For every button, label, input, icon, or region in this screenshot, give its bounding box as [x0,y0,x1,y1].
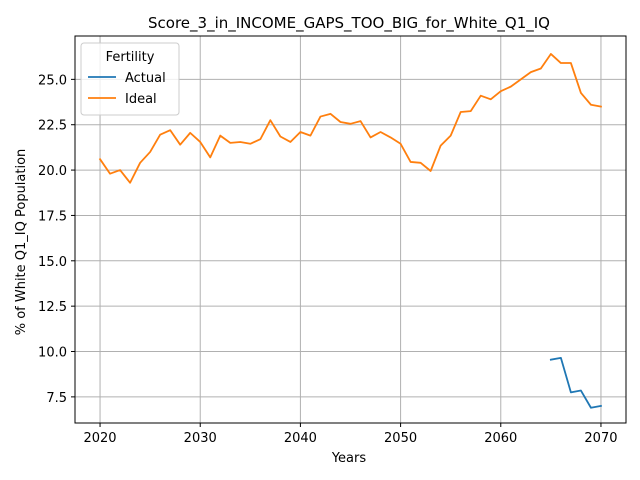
y-tick-label: 7.5 [46,391,67,406]
chart-title: Score_3_in_INCOME_GAPS_TOO_BIG_for_White… [148,14,550,33]
y-tick-label: 20.0 [38,164,67,179]
x-axis-title: Years [331,451,367,466]
y-tick-label: 17.5 [38,209,67,224]
x-tick-label: 2040 [284,431,317,446]
plot-area-frame [74,35,627,424]
grid-lines [75,36,626,423]
series-line-ideal [98,53,602,184]
x-tick-label: 2050 [384,431,417,446]
x-tick-label: 2020 [83,431,116,446]
series-line-actual [549,356,602,409]
legend-label-actual: Actual [125,71,166,86]
legend-label-ideal: Ideal [125,92,157,107]
x-axis: 2020 2030 2040 2050 2060 2070 [83,423,618,446]
y-axis: 7.5 10.0 12.5 15.0 17.5 20.0 22.5 25.0 [38,73,75,406]
series-layer [98,53,602,409]
x-tick-label: 2070 [584,431,617,446]
legend-title: Fertility [106,50,155,65]
y-tick-label: 22.5 [38,119,67,134]
x-tick-label: 2060 [484,431,517,446]
legend-box [80,42,180,116]
y-tick-label: 15.0 [38,255,67,270]
x-tick-label: 2030 [184,431,217,446]
y-tick-label: 12.5 [38,300,67,315]
y-axis-title: % of White Q1_IQ Population [14,149,29,336]
legend: Fertility Actual Ideal [80,42,180,116]
y-tick-label: 10.0 [38,346,67,361]
y-tick-label: 25.0 [38,73,67,88]
